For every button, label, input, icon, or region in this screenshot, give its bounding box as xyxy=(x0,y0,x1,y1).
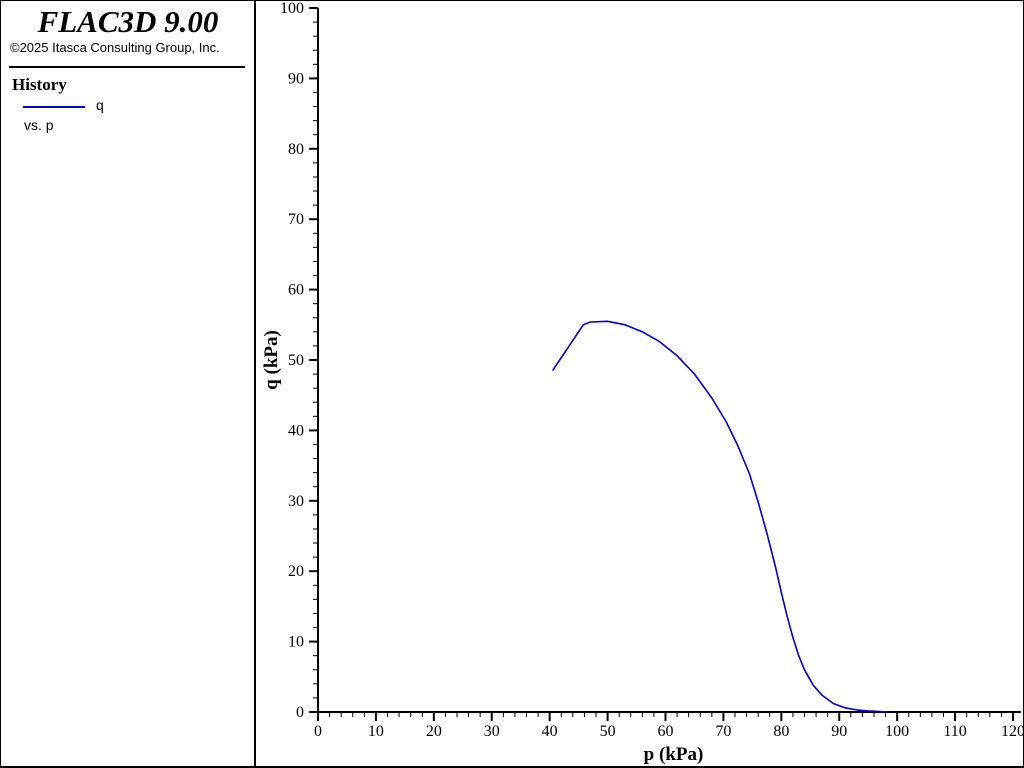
y-tick-label: 20 xyxy=(288,563,304,580)
x-tick-label: 30 xyxy=(484,723,500,740)
y-axis-title: q (kPa) xyxy=(261,330,282,390)
y-tick-label: 70 xyxy=(288,211,304,228)
x-tick-label: 120 xyxy=(1001,723,1024,740)
legend-panel: FLAC3D 9.00 ©2025 Itasca Consulting Grou… xyxy=(0,0,256,768)
x-tick-label: 90 xyxy=(831,723,847,740)
x-tick-label: 50 xyxy=(600,723,616,740)
x-tick-label: 110 xyxy=(943,723,966,740)
legend-line-swatch xyxy=(23,106,85,108)
y-tick-label: 60 xyxy=(288,282,304,299)
y-tick-label: 90 xyxy=(288,70,304,87)
chart-axes xyxy=(317,8,1021,713)
y-tick-label: 40 xyxy=(288,422,304,439)
x-tick-label: 60 xyxy=(658,723,674,740)
x-axis-title: p (kPa) xyxy=(644,744,704,765)
chart-ticks: 0 10 20 30 40 50 60 70 80 90 100 110 120 0 10 20 30 40 50 6… xyxy=(280,0,1024,740)
y-tick-label: 80 xyxy=(288,141,304,158)
legend-divider xyxy=(9,66,245,68)
y-tick-label: 30 xyxy=(288,493,304,510)
chart-marks xyxy=(551,320,889,713)
x-tick-label: 20 xyxy=(426,723,442,740)
y-tick-label: 100 xyxy=(280,0,304,17)
legend-vs-label: vs. p xyxy=(24,117,54,133)
x-tick-label: 80 xyxy=(773,723,789,740)
x-tick-label: 100 xyxy=(885,723,909,740)
y-tick-label: 50 xyxy=(288,352,304,369)
series-line-q xyxy=(551,320,889,713)
y-tick-label: 10 xyxy=(288,634,304,651)
y-tick-label: 0 xyxy=(296,704,304,721)
history-heading: History xyxy=(12,75,67,94)
app-title: FLAC3D 9.00 xyxy=(37,4,219,39)
x-tick-label: 10 xyxy=(368,723,384,740)
x-tick-label: 70 xyxy=(715,723,731,740)
x-tick-label: 0 xyxy=(314,723,322,740)
x-tick-label: 40 xyxy=(542,723,558,740)
legend-series-label: q xyxy=(96,97,104,113)
copyright-text: ©2025 Itasca Consulting Group, Inc. xyxy=(10,40,220,55)
